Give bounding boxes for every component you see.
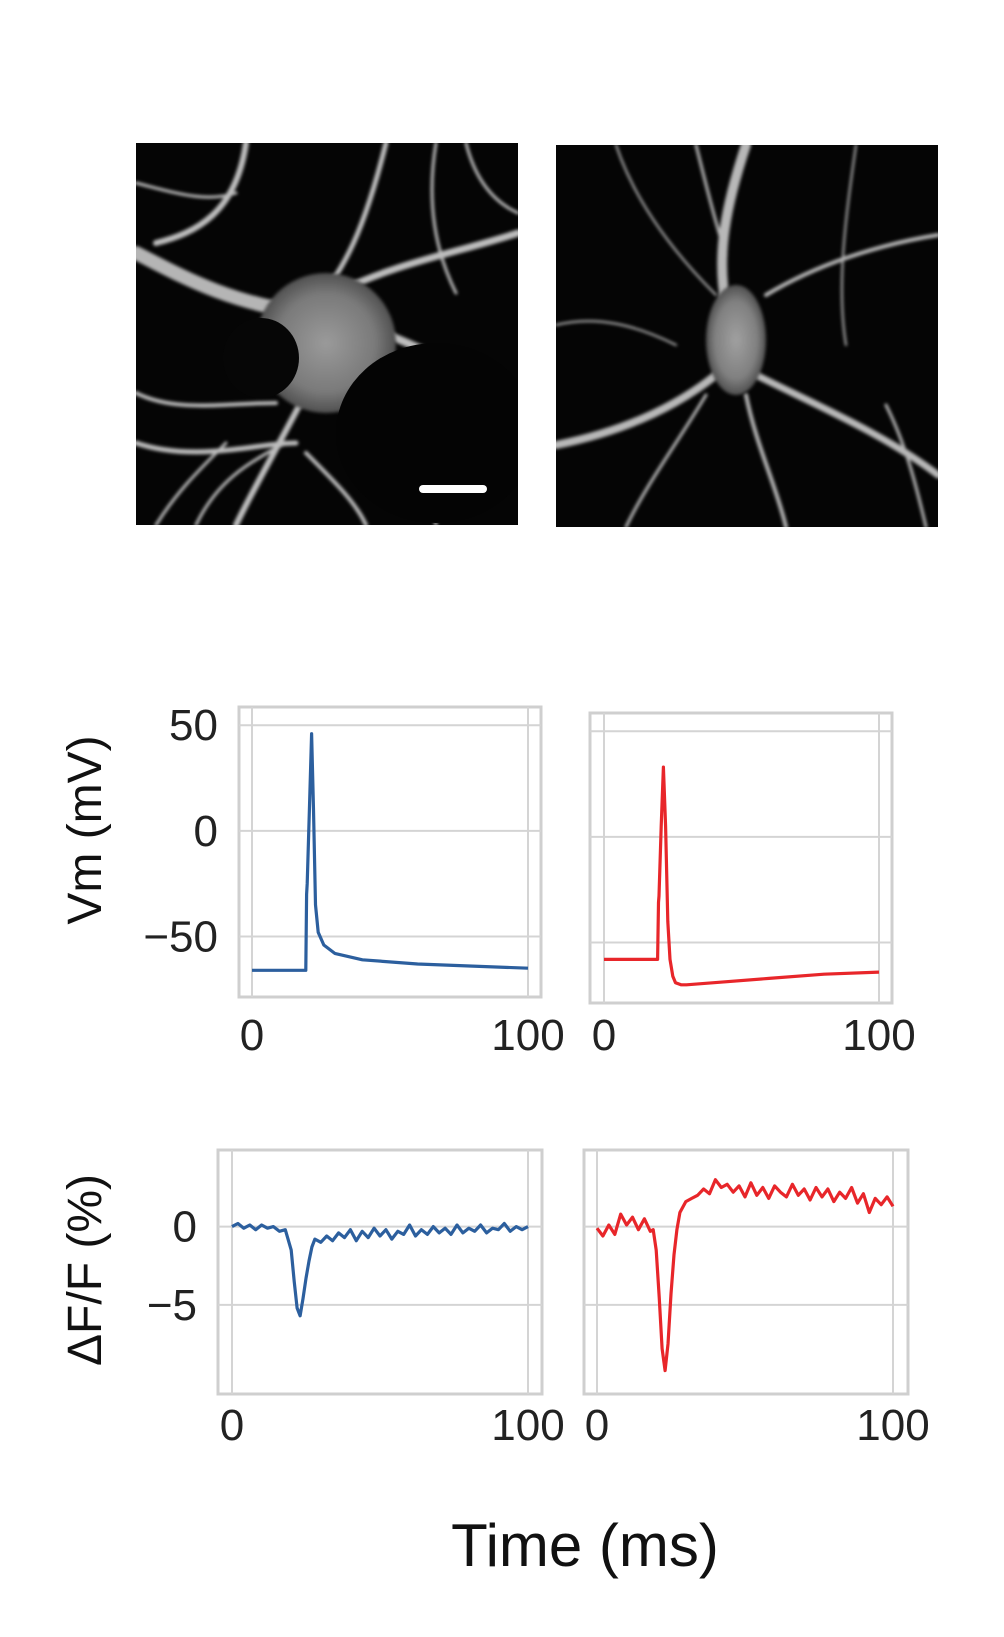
xtick-label-1-1: 100 (842, 1011, 915, 1060)
xtick-label-2-1: 100 (491, 1401, 564, 1450)
trace-line-0-0 (252, 732, 529, 972)
neuron-image-left (136, 143, 518, 525)
plot-frame-0 (237, 705, 543, 999)
time-xlabel: Time (ms) (451, 1512, 719, 1579)
plot-frame-1 (588, 711, 894, 1005)
ytick-label-0-2: −50 (143, 913, 218, 962)
neuron-micrograph-left (136, 143, 518, 525)
xtick-label-2-0: 0 (220, 1401, 244, 1450)
ytick-label-2-1: −5 (147, 1281, 197, 1330)
xtick-label-3-1: 100 (856, 1401, 929, 1450)
ytick-label-2-0: 0 (173, 1203, 197, 1252)
neuron-image-right (556, 145, 938, 527)
trace-line-1-0 (604, 765, 880, 987)
plot-frame-3 (582, 1148, 910, 1396)
xtick-label-3-0: 0 (585, 1401, 609, 1450)
neuron-micrograph-right (556, 145, 938, 527)
dff-ylabel: ΔF/F (%) (59, 1174, 112, 1366)
ytick-label-0-1: 0 (194, 807, 218, 856)
ytick-label-0-0: 50 (169, 701, 218, 750)
xtick-label-1-0: 0 (592, 1011, 616, 1060)
scale-bar (419, 485, 487, 493)
trace-line-3-0 (595, 1178, 895, 1373)
trace-line-2-0 (231, 1221, 529, 1318)
xtick-label-0-1: 100 (491, 1011, 564, 1060)
vm-ylabel: Vm (mV) (59, 735, 112, 924)
xtick-label-0-0: 0 (240, 1011, 264, 1060)
plot-frame-2 (216, 1148, 544, 1396)
